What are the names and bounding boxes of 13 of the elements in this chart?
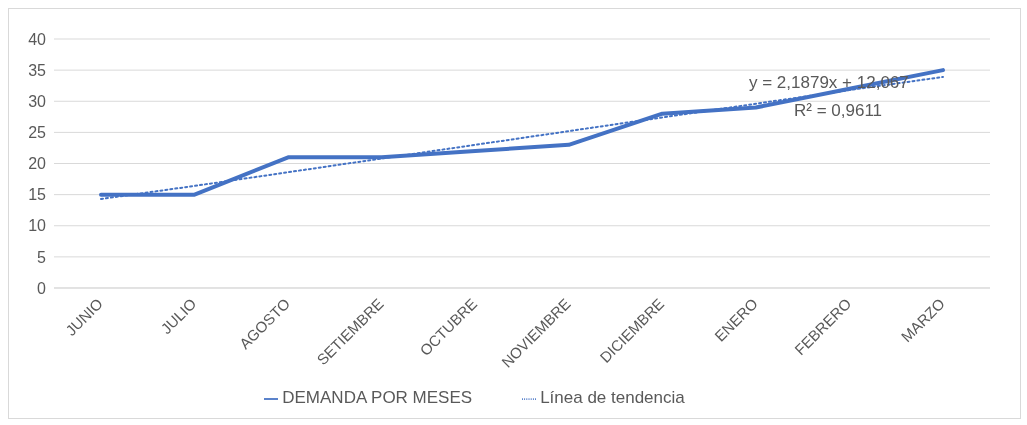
- legend-label: Línea de tendencia: [540, 388, 685, 407]
- y-tick-label: 35: [28, 61, 47, 79]
- y-tick-label: 25: [28, 124, 47, 142]
- y-tick-label: 15: [28, 186, 47, 204]
- y-tick-label: 20: [28, 155, 47, 173]
- annotation: R² = 0,9611: [794, 101, 883, 121]
- y-tick-label: 0: [37, 279, 47, 297]
- legend-label: DEMANDA POR MESES: [282, 388, 473, 407]
- y-tick-label: 30: [28, 92, 47, 110]
- y-tick-label: 5: [37, 248, 47, 266]
- y-tick-label: 40: [28, 30, 47, 48]
- y-tick-label: 10: [28, 217, 47, 235]
- annotation: y = 2,1879x + 12,067: [749, 73, 909, 93]
